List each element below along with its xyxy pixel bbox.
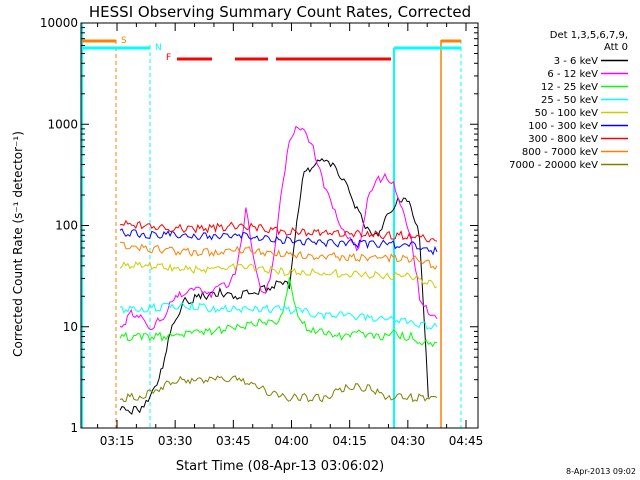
series-line-0 — [119, 158, 429, 415]
legend-header-line1: Det 1,3,5,6,7,9, — [550, 30, 628, 41]
legend-label-1: 6 - 12 keV — [547, 69, 598, 80]
x-tick-label-0: 03:15 — [100, 434, 135, 448]
y-tick-label-3: 1000 — [47, 117, 78, 131]
axes-group: 1 10 100 1000 10000 03:15 03:30 03:45 04:00 04:15… — [40, 16, 483, 448]
series-group — [119, 125, 438, 415]
y-tick-label-2: 100 — [55, 219, 78, 233]
legend-label-0: 3 - 6 keV — [554, 56, 598, 67]
legend-label-5: 100 - 300 keV — [528, 121, 598, 132]
series-line-3 — [119, 300, 438, 330]
footer-date: 8-Apr-2013 09:02 — [566, 467, 636, 476]
y-axis-label: Corrected Count Rate (s⁻¹ detector⁻¹) — [11, 131, 25, 357]
flag-s-label: S — [121, 36, 127, 46]
legend-header-line2: Att 0 — [604, 42, 628, 53]
x-tick-label-5: 04:30 — [391, 434, 426, 448]
y-tick-label-1: 10 — [63, 320, 78, 334]
legend-label-6: 300 - 800 keV — [528, 134, 598, 145]
series-line-4 — [119, 261, 438, 289]
x-tick-label-1: 03:30 — [158, 434, 193, 448]
chart-title: HESSI Observing Summary Count Rates, Cor… — [89, 3, 471, 21]
x-tick-label-2: 03:45 — [216, 434, 251, 448]
legend-group: 3 - 6 keV 6 - 12 keV 12 - 25 keV 25 - 50 ke… — [509, 56, 628, 171]
legend-label-4: 50 - 100 keV — [535, 108, 599, 119]
y-tick-label-4: 10000 — [40, 16, 78, 30]
x-tick-label-6: 04:45 — [449, 434, 484, 448]
flag-n-label: N — [155, 43, 162, 53]
series-line-1 — [119, 125, 438, 331]
legend-label-7: 800 - 7000 keV — [522, 147, 598, 158]
x-tick-label-3: 04:00 — [274, 434, 309, 448]
legend-label-3: 25 - 50 keV — [541, 95, 598, 106]
series-line-7 — [119, 241, 438, 270]
y-tick-label-0: 1 — [70, 421, 78, 435]
x-tick-label-4: 04:15 — [332, 434, 367, 448]
legend-label-2: 12 - 25 keV — [541, 82, 598, 93]
series-line-2 — [119, 277, 437, 348]
observing-markers: S NF — [81, 23, 462, 428]
x-axis-label: Start Time (08-Apr-13 03:06:02) — [176, 459, 384, 474]
flag-f-label: F — [166, 53, 171, 63]
series-line-6 — [119, 219, 438, 243]
legend-label-8: 7000 - 20000 keV — [509, 160, 598, 171]
series-line-5 — [119, 228, 438, 256]
series-line-8 — [119, 375, 438, 403]
